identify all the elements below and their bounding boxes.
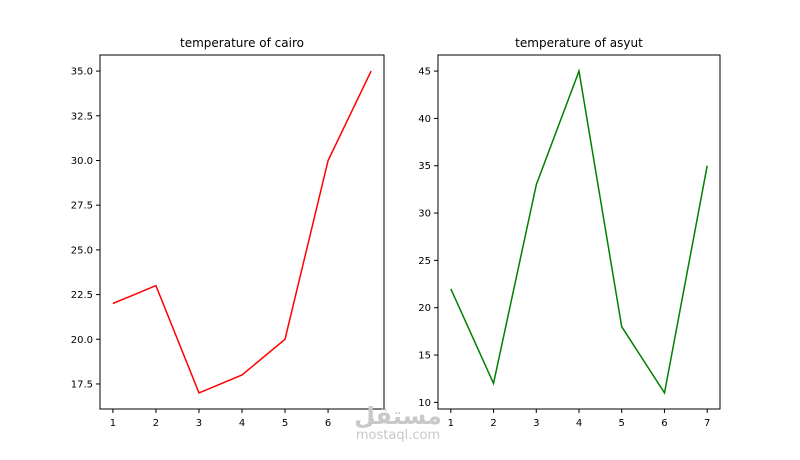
- watermark: مستقل mostaql.com: [348, 404, 448, 443]
- axes-frame: [99, 54, 385, 410]
- chart-title: temperature of asyut: [515, 36, 643, 50]
- x-tick-label: 5: [282, 418, 288, 429]
- x-tick-label: 6: [325, 418, 331, 429]
- chart-cairo: temperature of cairo 1 2 3 4 5 6 7 17.5 20.0 22.5 2…: [71, 36, 385, 429]
- y-tick-label: 30.0: [71, 156, 93, 167]
- x-tick-label: 7: [368, 418, 374, 429]
- y-tick-label: 32.5: [71, 111, 93, 122]
- y-tick-label: 10: [418, 398, 431, 409]
- y-tick-label: 40: [418, 114, 431, 125]
- chart-title: temperature of cairo: [180, 36, 304, 50]
- x-tick-label: 1: [448, 418, 454, 429]
- x-tick-label: 1: [110, 418, 116, 429]
- series-line-asyut: [450, 68, 708, 395]
- series-line-cairo: [112, 70, 372, 394]
- y-tick-label: 25: [418, 256, 431, 267]
- y-tick-label: 27.5: [71, 201, 93, 212]
- y-tick-label: 25.0: [71, 245, 93, 256]
- y-tick-label: 35.0: [71, 67, 93, 78]
- y-tick-label: 15: [418, 351, 431, 362]
- y-tick-label: 30: [418, 209, 431, 220]
- y-tick-label: 17.5: [71, 379, 93, 390]
- x-tick-label: 2: [490, 418, 496, 429]
- x-tick-label: 7: [704, 418, 710, 429]
- x-tick-label: 4: [576, 418, 582, 429]
- y-tick-label: 20.0: [71, 335, 93, 346]
- x-tick-label: 3: [196, 418, 202, 429]
- x-tick-label: 5: [619, 418, 625, 429]
- watermark-logo: مستقل: [354, 402, 442, 430]
- y-tick-label: 45: [418, 67, 431, 78]
- x-tick-label: 4: [239, 418, 245, 429]
- x-tick-label: 3: [533, 418, 539, 429]
- x-tick-label: 6: [661, 418, 667, 429]
- y-tick-label: 22.5: [71, 290, 93, 301]
- watermark-text: mostaql.com: [355, 428, 441, 443]
- y-tick-label: 20: [418, 303, 431, 314]
- x-tick-label: 2: [153, 418, 159, 429]
- y-tick-label: 35: [418, 161, 431, 172]
